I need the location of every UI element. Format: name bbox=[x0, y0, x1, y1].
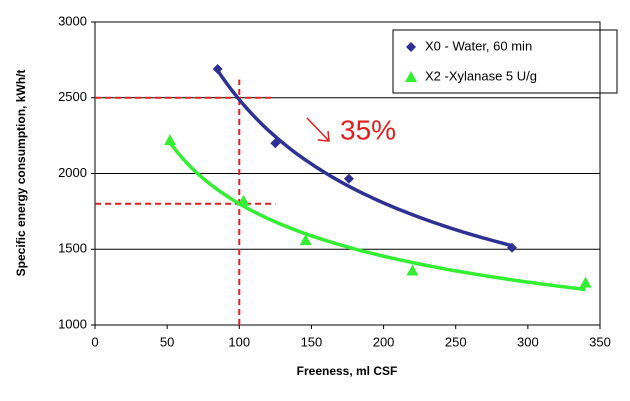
marker bbox=[579, 276, 592, 288]
marker bbox=[164, 134, 177, 146]
marker bbox=[299, 234, 312, 246]
annotation-arrowhead bbox=[317, 130, 330, 142]
legend-marker bbox=[405, 71, 417, 82]
marker bbox=[506, 242, 517, 253]
legend-box bbox=[392, 29, 618, 94]
x-tick-label: 100 bbox=[228, 334, 250, 349]
y-axis-label: Specific energy consumption, kWh/t bbox=[14, 70, 28, 277]
y-tick-label: 3000 bbox=[58, 13, 87, 28]
annotation: 35% bbox=[340, 114, 396, 145]
trend-line bbox=[216, 69, 513, 248]
y-tick-label: 1500 bbox=[58, 241, 87, 256]
x-axis-label: Freeness, ml CSF bbox=[297, 364, 398, 378]
marker bbox=[237, 194, 250, 206]
x-tick-label: 200 bbox=[373, 334, 395, 349]
plot-frame bbox=[94, 21, 601, 326]
legend-label: X0 - Water, 60 min bbox=[425, 38, 532, 53]
marker bbox=[406, 264, 419, 276]
x-tick-label: 350 bbox=[589, 334, 611, 349]
y-tick-label: 1000 bbox=[58, 316, 87, 331]
x-tick-label: 150 bbox=[301, 334, 323, 349]
x-tick-label: 50 bbox=[160, 334, 174, 349]
x-tick-label: 300 bbox=[517, 334, 539, 349]
y-tick-label: 2000 bbox=[58, 165, 87, 180]
x-tick-label: 250 bbox=[445, 334, 467, 349]
marker bbox=[270, 138, 281, 149]
legend-label: X2 -Xylanase 5 U/g bbox=[425, 68, 537, 83]
x-tick-label: 0 bbox=[91, 334, 98, 349]
marker bbox=[212, 63, 223, 74]
legend-marker bbox=[406, 42, 416, 52]
marker bbox=[343, 173, 354, 184]
y-tick-label: 2500 bbox=[58, 89, 87, 104]
annotation-arrow bbox=[306, 117, 329, 141]
